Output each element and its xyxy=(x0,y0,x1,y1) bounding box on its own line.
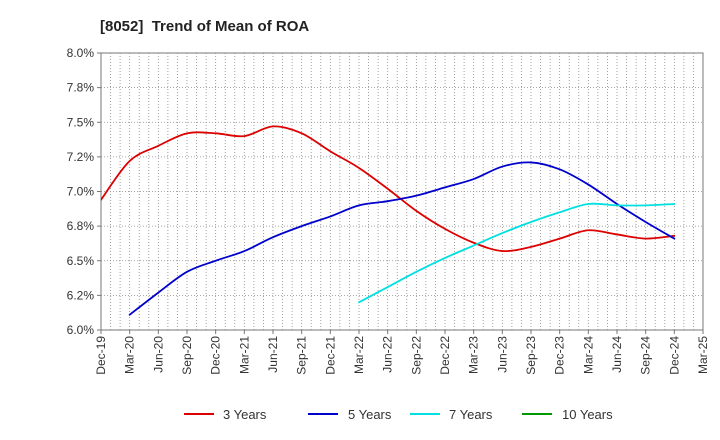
x-tick-label: Sep-20 xyxy=(180,336,194,375)
y-tick-label: 6.2% xyxy=(67,288,95,302)
x-tick-label: Dec-23 xyxy=(553,336,567,375)
x-tick-label: Jun-24 xyxy=(610,336,624,373)
y-tick-label: 7.0% xyxy=(67,185,95,199)
y-tick-label: 7.2% xyxy=(67,150,95,164)
x-tick-label: Mar-24 xyxy=(581,336,595,374)
axes: 8.0%7.8%7.5%7.2%7.0%6.8%6.5%6.2%6.0%Dec-… xyxy=(67,46,710,375)
grid xyxy=(101,53,703,330)
legend-label-5-years: 5 Years xyxy=(348,407,392,422)
x-tick-label: Sep-23 xyxy=(524,336,538,375)
chart-title: [8052] Trend of Mean of ROA xyxy=(100,18,309,35)
legend: 3 Years 5 Years 7 Years 10 Years xyxy=(184,407,613,422)
series-line-3-years xyxy=(101,125,676,253)
x-tick-label: Sep-22 xyxy=(409,336,423,375)
x-tick-label: Dec-24 xyxy=(667,336,681,375)
y-tick-label: 8.0% xyxy=(67,46,95,60)
x-tick-label: Mar-20 xyxy=(123,336,137,374)
y-tick-label: 6.0% xyxy=(67,323,95,337)
x-tick-label: Jun-21 xyxy=(266,336,280,373)
x-tick-label: Jun-22 xyxy=(381,336,395,373)
legend-item-10-years: 10 Years xyxy=(522,407,613,422)
x-tick-label: Jun-20 xyxy=(151,336,165,373)
x-tick-label: Dec-21 xyxy=(323,336,337,375)
x-tick-label: Dec-20 xyxy=(209,336,223,375)
legend-item-7-years: 7 Years xyxy=(410,407,493,422)
x-tick-label: Jun-23 xyxy=(495,336,509,373)
legend-item-5-years: 5 Years xyxy=(308,407,392,422)
series-line-5-years xyxy=(128,161,676,316)
x-tick-label: Mar-25 xyxy=(696,336,710,374)
legend-label-10-years: 10 Years xyxy=(562,407,613,422)
series-layer xyxy=(101,125,676,316)
x-tick-label: Mar-22 xyxy=(352,336,366,374)
x-tick-label: Dec-22 xyxy=(438,336,452,375)
legend-item-3-years: 3 Years xyxy=(184,407,267,422)
series-line-7-years xyxy=(358,202,676,304)
x-tick-label: Sep-21 xyxy=(295,336,309,375)
y-tick-label: 6.5% xyxy=(67,254,95,268)
legend-label-7-years: 7 Years xyxy=(449,407,493,422)
x-tick-label: Sep-24 xyxy=(639,336,653,375)
x-tick-label: Mar-21 xyxy=(237,336,251,374)
legend-label-3-years: 3 Years xyxy=(223,407,267,422)
x-tick-label: Dec-19 xyxy=(94,336,108,375)
y-tick-label: 7.5% xyxy=(67,115,95,129)
y-tick-label: 6.8% xyxy=(67,219,95,233)
x-tick-label: Mar-23 xyxy=(467,336,481,374)
y-tick-label: 7.8% xyxy=(67,81,95,95)
